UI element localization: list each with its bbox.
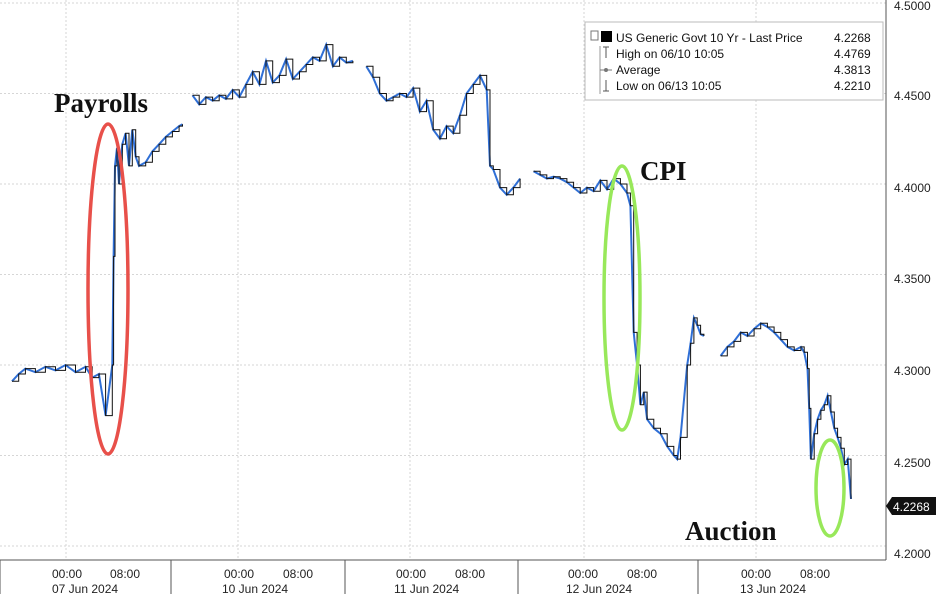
x-axis: 00:00 08:00 00:00 08:00 00:00 08:00 00:0… [0,559,886,594]
cpi-highlight-ellipse [602,164,642,432]
series-step-overlay [12,124,183,417]
x-date-label: 11 Jun 2024 [394,582,459,594]
annotation-cpi: CPI [640,156,687,186]
legend-average-label: Average [616,63,661,77]
legend-series-value: 4.2268 [834,31,871,45]
x-time-label: 08:00 [627,567,657,581]
y-axis: 4.5000 4.4500 4.4000 4.3500 4.3000 4.250… [885,0,931,561]
series-step-overlay [533,170,705,460]
x-time-label: 00:00 [224,567,254,581]
y-tick-label: 4.4500 [894,89,931,103]
auction-highlight-ellipse [814,438,846,538]
series-swatch-icon [601,31,612,42]
y-tick-label: 4.3000 [894,364,931,378]
legend-average-value: 4.3813 [834,63,871,77]
x-date-label: 12 Jun 2024 [566,582,632,594]
y-tick-label: 4.2500 [894,456,931,470]
x-time-label: 00:00 [568,567,598,581]
x-date-label: 10 Jun 2024 [222,582,288,594]
x-time-label: 00:00 [396,567,426,581]
series-line-segment [11,123,183,416]
average-marker-icon [600,68,612,72]
x-time-label: 00:00 [741,567,771,581]
x-time-label: 00:00 [52,567,82,581]
x-date-label: 13 Jun 2024 [740,582,806,594]
legend-high-label: High on 06/10 10:05 [616,47,724,61]
legend-high-value: 4.4769 [834,47,871,61]
legend-series-name: US Generic Govt 10 Yr - Last Price [616,31,803,45]
price-series [11,41,852,499]
legend-low-label: Low on 06/13 10:05 [616,79,722,93]
collapse-icon [590,30,599,41]
legend: US Generic Govt 10 Yr - Last Price 4.226… [584,21,884,101]
annotation-auction: Auction [685,516,777,546]
series-step-overlay [366,65,521,196]
legend-low-value: 4.2210 [834,79,871,93]
y-tick-label: 4.5000 [894,0,931,13]
series-line-segment [533,170,705,462]
payrolls-highlight-ellipse [86,122,130,456]
x-time-label: 08:00 [283,567,313,581]
x-time-label: 08:00 [110,567,140,581]
x-time-label: 08:00 [800,567,830,581]
series-step-overlay [192,44,354,105]
last-price-tag: 4.2268 [886,497,936,515]
series-line-segment [719,322,852,499]
event-highlights [86,122,846,538]
annotation-payrolls: Payrolls [54,88,148,118]
y-tick-label: 4.2000 [894,547,931,561]
x-date-label: 07 Jun 2024 [52,582,118,594]
y-tick-label: 4.4000 [894,181,931,195]
low-marker-icon [603,80,609,92]
series-step-overlay [720,322,852,499]
last-price-tag-label: 4.2268 [893,500,930,514]
x-time-label: 08:00 [455,567,485,581]
series-line-segment [365,65,521,197]
y-tick-label: 4.3500 [894,272,931,286]
